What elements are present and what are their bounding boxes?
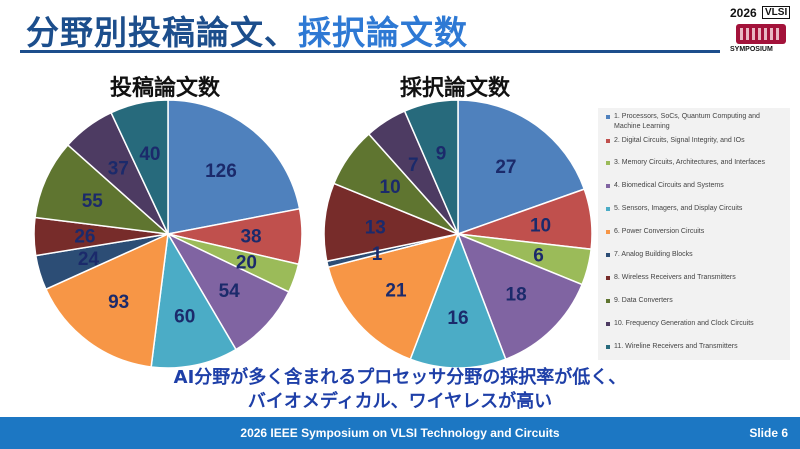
submitted-slice-11: [110, 99, 169, 235]
legend-swatch: [606, 115, 610, 119]
logo-name: VLSI: [762, 6, 791, 19]
legend-swatch: [606, 139, 610, 143]
chart-legend: 1. Processors, SoCs, Quantum Computing a…: [598, 108, 790, 360]
slide-number: Slide 6: [749, 426, 788, 440]
submitted-value-label-10: 37: [108, 158, 129, 179]
accepted-value-label-7: 1: [372, 244, 383, 265]
symposium-logo: 2026 VLSI SYMPOSIUM: [730, 6, 792, 58]
page-title: 分野別投稿論文、採択論文数: [26, 6, 468, 54]
submitted-value-label-11: 40: [139, 144, 160, 165]
slide-footer: 2026 IEEE Symposium on VLSI Technology a…: [0, 417, 800, 449]
legend-swatch: [606, 184, 610, 188]
submitted-value-label-2: 38: [240, 227, 261, 248]
submitted-value-label-1: 126: [205, 161, 237, 182]
accepted-value-label-3: 6: [533, 246, 544, 267]
legend-swatch: [606, 276, 610, 280]
legend-label: 9. Data Converters: [614, 297, 673, 304]
accepted-slice-6: [327, 232, 460, 361]
title-accent: 採択論文数: [298, 13, 468, 52]
legend-label: 2. Digital Circuits, Signal Integrity, a…: [614, 137, 745, 144]
legend-label: 6. Power Conversion Circuits: [614, 228, 705, 235]
legend-label: 11. Wireline Receivers and Transmitters: [614, 343, 738, 350]
legend-swatch: [606, 345, 610, 349]
title-underline: [20, 50, 720, 53]
accepted-value-label-5: 16: [447, 308, 468, 329]
legend-item-9: 9. Data Converters: [606, 296, 786, 306]
accepted-slice-5: [409, 231, 507, 369]
legend-label: 8. Wireless Receivers and Transmitters: [614, 274, 736, 281]
submitted-value-label-6: 93: [108, 292, 129, 313]
legend-label: 10. Frequency Generation and Clock Circu…: [614, 320, 754, 327]
legend-item-7: 7. Analog Building Blocks: [606, 250, 786, 260]
submitted-slice-1: [167, 99, 301, 235]
legend-item-4: 4. Biomedical Circuits and Systems: [606, 181, 786, 191]
accepted-slice-1: [457, 99, 586, 236]
submitted-value-label-4: 54: [219, 281, 241, 302]
submitted-slice-5: [150, 231, 237, 369]
legend-label: 3. Memory Circuits, Architectures, and I…: [614, 159, 765, 166]
submitted-slice-4: [166, 232, 290, 351]
submitted-value-label-7: 24: [78, 249, 100, 270]
title-main: 分野別投稿論文、: [26, 13, 298, 52]
logo-subtitle: SYMPOSIUM: [730, 46, 773, 53]
accepted-value-label-1: 27: [495, 157, 516, 178]
submitted-value-label-5: 60: [174, 306, 195, 327]
right-chart-title: 採択論文数: [400, 76, 511, 101]
footer-title: 2026 IEEE Symposium on VLSI Technology a…: [240, 426, 560, 440]
slide-caption: AI分野が多く含まれるプロセッサ分野の採択率が低く、 バイオメディカル、ワイヤレ…: [0, 366, 800, 414]
legend-item-11: 11. Wireline Receivers and Transmitters: [606, 342, 786, 352]
submitted-value-label-8: 26: [74, 227, 95, 248]
caption-line-2: バイオメディカル、ワイヤレスが高い: [247, 391, 553, 412]
accepted-value-label-9: 10: [380, 177, 401, 198]
legend-swatch: [606, 230, 610, 234]
legend-label: 7. Analog Building Blocks: [614, 251, 693, 258]
accepted-value-label-8: 13: [365, 217, 386, 238]
accepted-value-label-6: 21: [385, 280, 407, 301]
legend-item-5: 5. Sensors, Imagers, and Display Circuit…: [606, 204, 786, 214]
accepted-papers-pie-chart: 27 10 6 18 16 211 13 10 79: [323, 99, 593, 369]
logo-graphic-icon: [736, 24, 786, 44]
accepted-value-label-10: 7: [408, 155, 419, 176]
logo-year: 2026: [730, 6, 757, 20]
legend-item-10: 10. Frequency Generation and Clock Circu…: [606, 319, 786, 329]
legend-swatch: [606, 253, 610, 257]
submitted-slice-9: [34, 143, 171, 236]
legend-swatch: [606, 161, 610, 165]
legend-swatch: [606, 207, 610, 211]
accepted-slice-11: [403, 99, 459, 235]
legend-swatch: [606, 299, 610, 303]
accepted-value-label-4: 18: [506, 284, 527, 305]
legend-item-3: 3. Memory Circuits, Architectures, and I…: [606, 158, 786, 168]
legend-item-2: 2. Digital Circuits, Signal Integrity, a…: [606, 136, 786, 146]
accepted-value-label-2: 10: [530, 216, 551, 237]
legend-item-1: 1. Processors, SoCs, Quantum Computing a…: [606, 112, 786, 132]
legend-label: 4. Biomedical Circuits and Systems: [614, 182, 724, 189]
legend-label: 5. Sensors, Imagers, and Display Circuit…: [614, 205, 743, 212]
accepted-slice-4: [456, 232, 584, 361]
submitted-value-label-9: 55: [82, 191, 104, 212]
legend-label: 1. Processors, SoCs, Quantum Computing a…: [614, 113, 760, 130]
caption-line-1: AI分野が多く含まれるプロセッサ分野の採択率が低く、: [173, 367, 627, 388]
accepted-slice-8: [323, 182, 461, 263]
legend-item-6: 6. Power Conversion Circuits: [606, 227, 786, 237]
submitted-value-label-3: 20: [236, 252, 257, 273]
legend-item-8: 8. Wireless Receivers and Transmitters: [606, 273, 786, 283]
legend-swatch: [606, 322, 610, 326]
submitted-slice-6: [44, 232, 169, 368]
left-chart-title: 投稿論文数: [110, 76, 221, 101]
accepted-value-label-11: 9: [436, 144, 447, 165]
